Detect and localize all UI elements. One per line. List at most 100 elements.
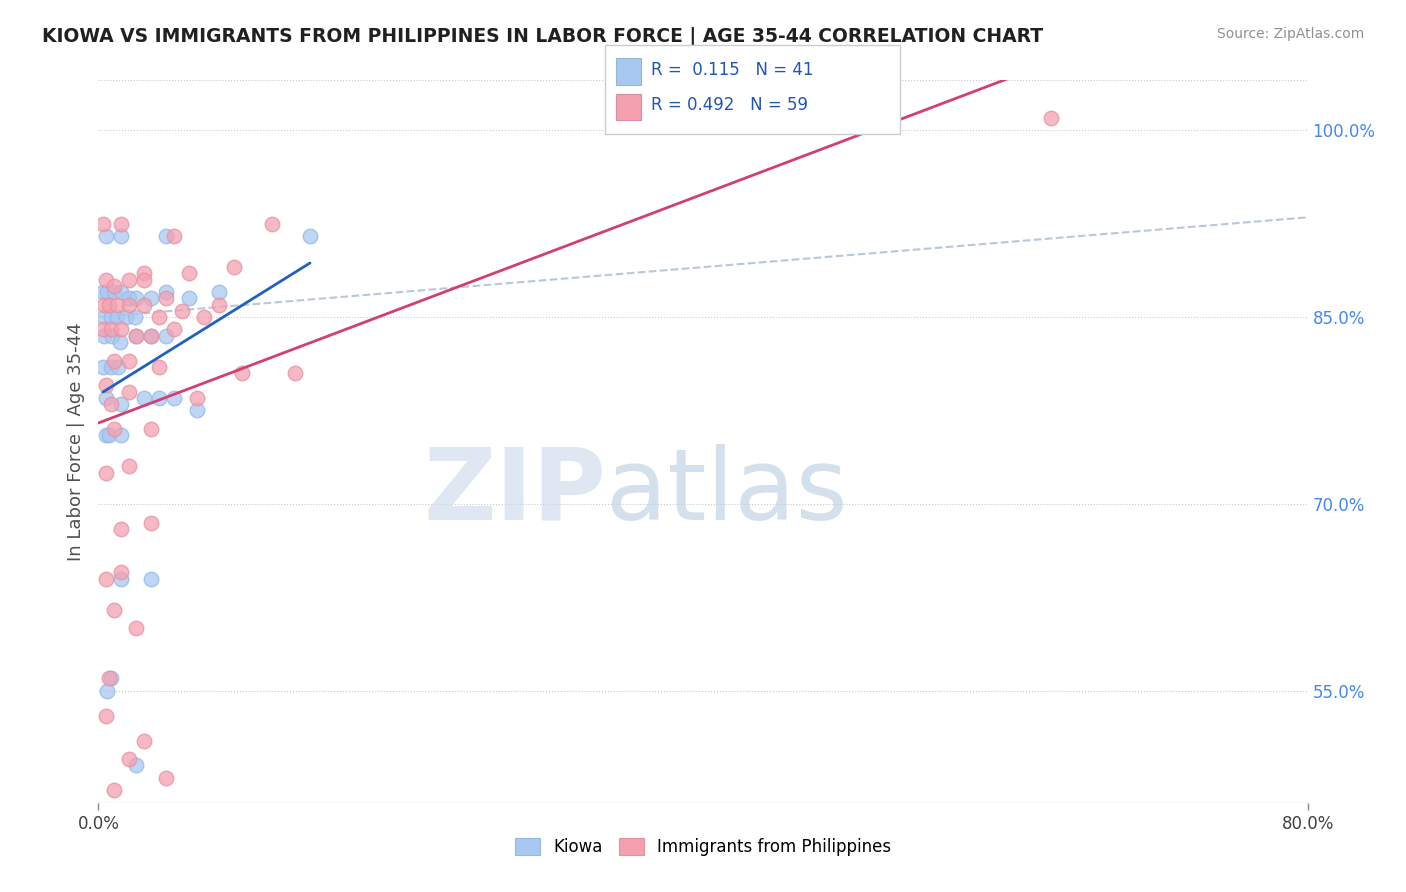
Point	[163, 229, 186, 244]
Text: atlas: atlas	[606, 443, 848, 541]
Point	[103, 603, 125, 617]
Text: KIOWA VS IMMIGRANTS FROM PHILIPPINES IN LABOR FORCE | AGE 35-44 CORRELATION CHAR: KIOWA VS IMMIGRANTS FROM PHILIPPINES IN …	[42, 27, 1043, 46]
Point	[224, 260, 246, 274]
Point	[163, 391, 186, 405]
Point	[110, 322, 132, 336]
Point	[103, 353, 125, 368]
Point	[91, 322, 114, 336]
Point	[118, 297, 141, 311]
Point	[141, 422, 163, 436]
Point	[108, 334, 131, 349]
Point	[118, 291, 141, 305]
Point	[141, 328, 163, 343]
Point	[125, 328, 148, 343]
Text: Source: ZipAtlas.com: Source: ZipAtlas.com	[1216, 27, 1364, 41]
Point	[118, 752, 141, 766]
Point	[94, 229, 117, 244]
Point	[94, 391, 117, 405]
Point	[125, 291, 148, 305]
Point	[94, 428, 117, 442]
Point	[163, 322, 186, 336]
Legend: Kiowa, Immigrants from Philippines: Kiowa, Immigrants from Philippines	[508, 831, 898, 863]
Point	[125, 758, 148, 772]
Point	[91, 359, 114, 374]
Point	[91, 285, 114, 299]
Point	[100, 322, 122, 336]
Point	[110, 522, 132, 536]
Point	[96, 683, 118, 698]
Point	[93, 328, 115, 343]
Point	[110, 285, 132, 299]
Point	[132, 272, 155, 286]
Point	[132, 266, 155, 280]
Point	[94, 572, 117, 586]
Point	[103, 783, 125, 797]
Point	[141, 516, 163, 530]
Point	[110, 428, 132, 442]
Point	[155, 285, 177, 299]
Point	[98, 671, 121, 685]
Point	[91, 217, 114, 231]
Point	[208, 285, 231, 299]
Point	[114, 310, 136, 324]
Point	[155, 229, 177, 244]
Y-axis label: In Labor Force | Age 35-44: In Labor Force | Age 35-44	[66, 322, 84, 561]
Point	[155, 328, 177, 343]
Text: ZIP: ZIP	[423, 443, 606, 541]
Point	[262, 217, 284, 231]
Point	[170, 303, 193, 318]
Text: R = 0.492   N = 59: R = 0.492 N = 59	[651, 96, 808, 114]
Point	[94, 378, 117, 392]
Point	[94, 708, 117, 723]
Point	[231, 366, 253, 380]
Point	[100, 671, 122, 685]
Point	[155, 771, 177, 785]
Point	[110, 229, 132, 244]
Point	[100, 310, 122, 324]
Point	[1039, 111, 1062, 125]
Point	[179, 266, 201, 280]
Point	[118, 272, 141, 286]
Point	[110, 572, 132, 586]
Point	[110, 566, 132, 580]
Point	[118, 459, 141, 474]
Text: R =  0.115   N = 41: R = 0.115 N = 41	[651, 61, 814, 78]
Point	[100, 397, 122, 411]
Point	[110, 397, 132, 411]
Point	[103, 285, 125, 299]
Point	[124, 310, 146, 324]
Point	[148, 310, 170, 324]
Point	[132, 391, 155, 405]
Point	[193, 310, 215, 324]
Point	[93, 310, 115, 324]
Point	[98, 428, 121, 442]
Point	[299, 229, 322, 244]
Point	[208, 297, 231, 311]
Point	[96, 285, 118, 299]
Point	[105, 310, 128, 324]
Point	[179, 291, 201, 305]
Point	[98, 297, 121, 311]
Point	[118, 384, 141, 399]
Point	[125, 621, 148, 635]
Point	[103, 422, 125, 436]
Point	[94, 466, 117, 480]
Point	[148, 359, 170, 374]
Point	[148, 391, 170, 405]
Point	[94, 272, 117, 286]
Point	[284, 366, 307, 380]
Point	[186, 403, 208, 417]
Point	[107, 359, 129, 374]
Point	[141, 328, 163, 343]
Point	[155, 291, 177, 305]
Point	[103, 278, 125, 293]
Point	[132, 733, 155, 747]
Point	[186, 391, 208, 405]
Point	[101, 328, 124, 343]
Point	[132, 297, 155, 311]
Point	[118, 353, 141, 368]
Point	[141, 572, 163, 586]
Point	[110, 217, 132, 231]
Point	[141, 291, 163, 305]
Point	[93, 297, 115, 311]
